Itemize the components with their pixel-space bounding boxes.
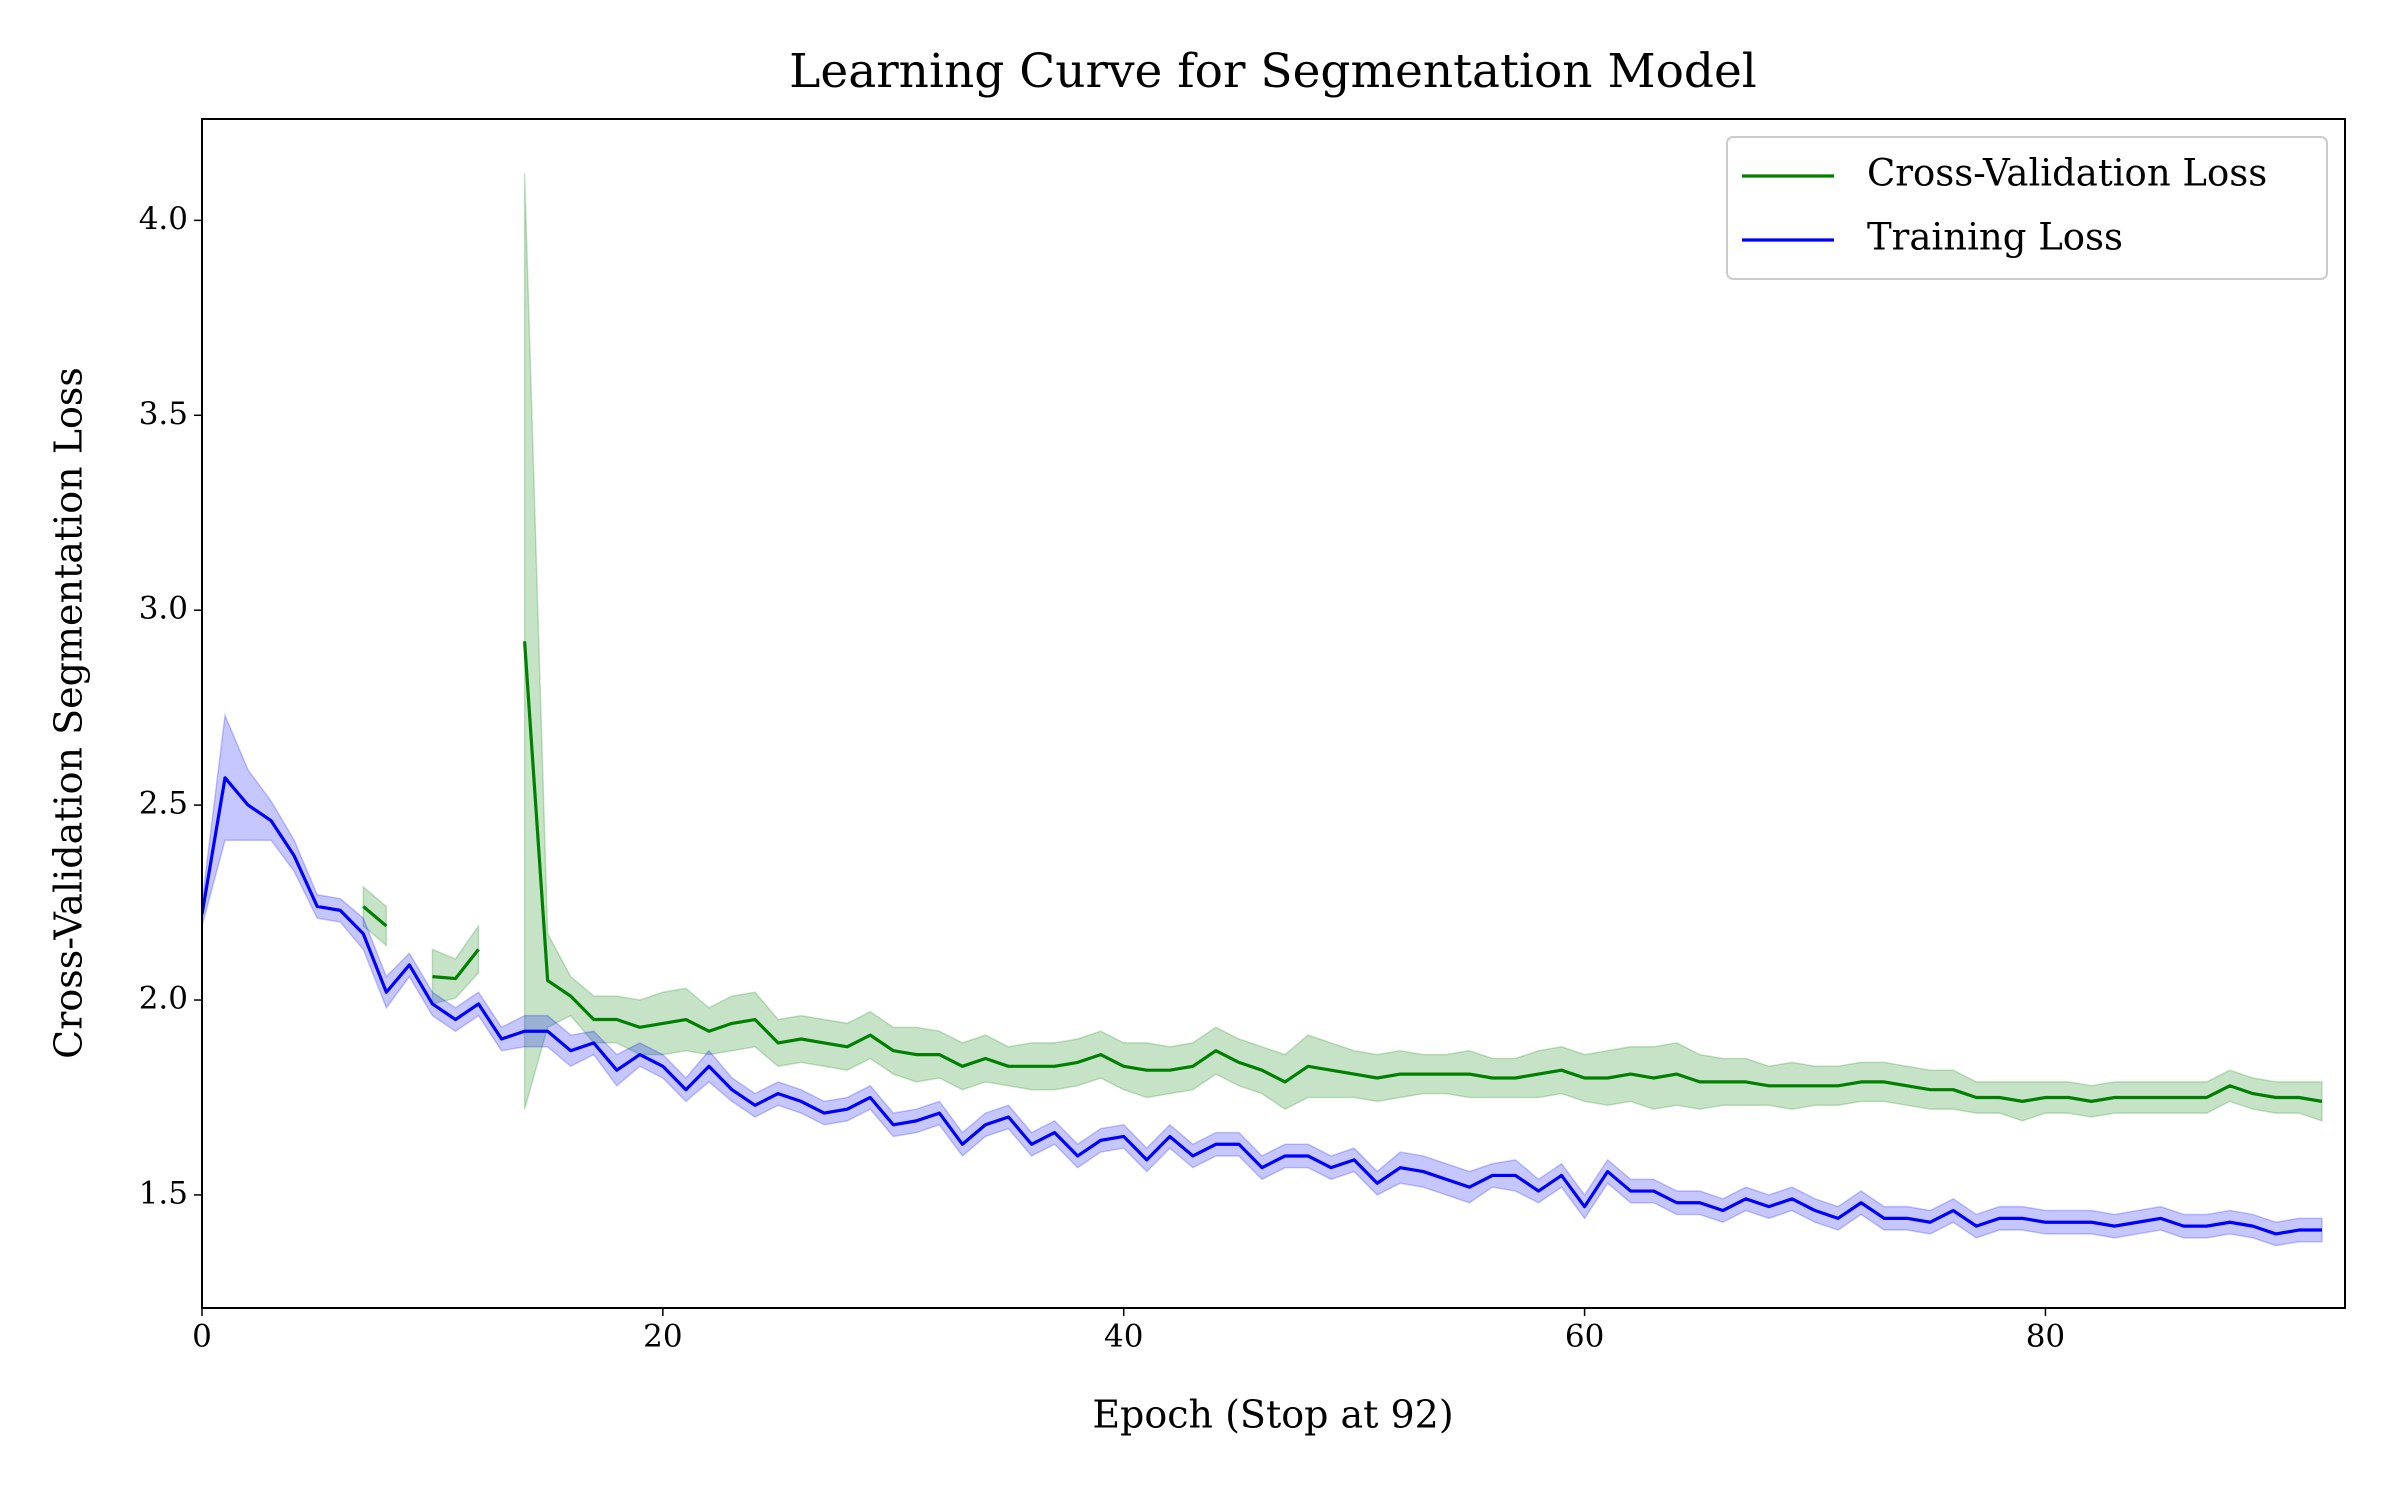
- chart-title: Learning Curve for Segmentation Model: [789, 44, 1757, 99]
- line: [362, 641, 2323, 1103]
- x-tick-label: 0: [192, 1319, 212, 1355]
- y-axis-label: Cross-Validation Segmentation Loss: [47, 367, 91, 1059]
- x-tick-label: 40: [1104, 1319, 1143, 1355]
- y-tick-label: 2.0: [139, 981, 188, 1017]
- legend-label: Training Loss: [1867, 216, 2123, 259]
- x-tick-label: 80: [2026, 1319, 2065, 1355]
- y-tick-label: 1.5: [139, 1175, 188, 1211]
- x-tick-label: 60: [1565, 1319, 1604, 1355]
- legend-box: [1726, 136, 2328, 280]
- y-tick-label: 3.5: [139, 396, 188, 432]
- line: [202, 776, 2322, 1236]
- plot-frame: [201, 118, 2346, 1309]
- error-band: [202, 712, 2323, 1247]
- error-band: [523, 173, 2323, 1122]
- y-tick-label: 2.5: [139, 786, 188, 822]
- x-tick-label: 20: [643, 1319, 682, 1355]
- legend-label: Cross-Validation Loss: [1867, 152, 2267, 195]
- y-tick-label: 3.0: [139, 591, 188, 627]
- plot-area: [202, 173, 2323, 1247]
- y-tick-label: 4.0: [139, 201, 188, 237]
- x-axis-label: Epoch (Stop at 92): [1092, 1393, 1453, 1437]
